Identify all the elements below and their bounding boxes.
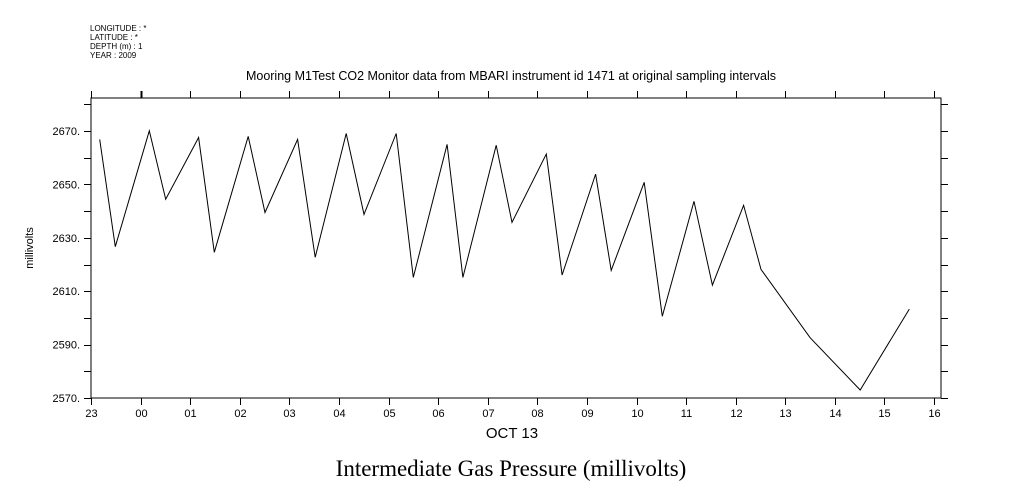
x-tick-label: 16	[928, 408, 940, 420]
x-tick-label: 00	[135, 408, 147, 420]
y-tick-label: 2610.	[52, 286, 80, 298]
series-line	[99, 128, 910, 391]
meta-longitude: LONGITUDE : *	[90, 24, 146, 33]
x-tick-label: 05	[383, 408, 395, 420]
meta-depth: DEPTH (m) : 1	[90, 42, 143, 51]
x-tick-label: 13	[779, 408, 791, 420]
y-tick-label: 2570.	[52, 393, 80, 405]
x-tick-label: 23	[85, 408, 97, 420]
x-tick-label: 07	[482, 408, 494, 420]
x-tick-label: 04	[333, 408, 345, 420]
bottom-title: Intermediate Gas Pressure (millivolts)	[336, 456, 687, 481]
x-tick-label: 12	[730, 408, 742, 420]
metadata-block: LONGITUDE : * LATITUDE : * DEPTH (m) : 1…	[90, 24, 146, 60]
x-tick-label: 10	[631, 408, 643, 420]
x-tick-label: 11	[681, 408, 692, 420]
x-tick-label: 15	[878, 408, 890, 420]
y-tick-label: 2590.	[52, 340, 80, 352]
y-tick-label: 2630.	[52, 233, 80, 245]
tick-labels: 23 00 01 02 03 04 05 06 07 08 09 10 11 12 13 14 15 16 2570…	[52, 126, 940, 420]
y-tick-label: 2670.	[52, 126, 80, 138]
y-tick-label: 2650.	[52, 179, 80, 191]
x-tick-label: 08	[531, 408, 543, 420]
meta-year: YEAR : 2009	[90, 51, 137, 60]
axis-ticks	[84, 91, 948, 405]
x-tick-label: 14	[829, 408, 841, 420]
x-tick-label: 03	[283, 408, 295, 420]
chart-title: Mooring M1Test CO2 Monitor data from MBA…	[246, 69, 776, 83]
x-tick-label: 02	[234, 408, 246, 420]
meta-latitude: LATITUDE : *	[90, 33, 138, 42]
x-axis-label: OCT 13	[486, 425, 538, 442]
data-points	[100, 131, 910, 390]
x-tick-label: 01	[184, 408, 196, 420]
plot-frame	[90, 97, 942, 399]
x-tick-label: 06	[432, 408, 444, 420]
y-axis-label: millivolts	[24, 227, 36, 269]
x-tick-label: 09	[581, 408, 593, 420]
